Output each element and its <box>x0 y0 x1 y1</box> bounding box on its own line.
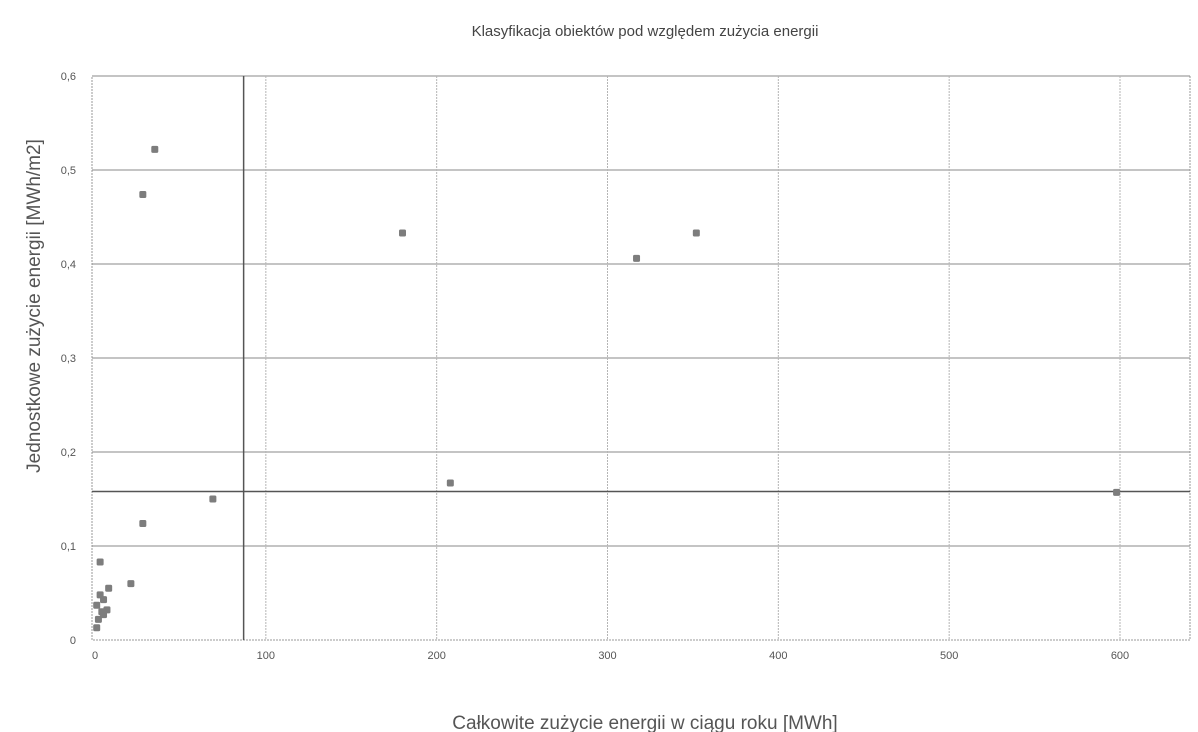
data-point <box>209 495 217 503</box>
data-point <box>127 580 135 588</box>
data-point <box>94 615 102 623</box>
data-point <box>105 584 113 592</box>
x-tick-label: 600 <box>1111 650 1129 662</box>
chart-title: Klasyfikacja obiektów pod względem zużyc… <box>472 23 819 40</box>
data-point <box>633 254 641 262</box>
data-point <box>446 479 454 487</box>
x-tick-label: 200 <box>427 650 445 662</box>
data-point <box>692 229 700 237</box>
data-point <box>100 611 108 619</box>
data-point <box>1113 488 1121 496</box>
data-point <box>139 519 147 527</box>
x-tick-label: 400 <box>769 650 787 662</box>
x-tick-label: 500 <box>940 650 958 662</box>
y-axis-label: Jednostkowe zużycie energii [MWh/m2] <box>24 139 45 473</box>
data-point <box>100 596 108 604</box>
data-point <box>139 190 147 198</box>
y-tick-label: 0,6 <box>61 71 76 83</box>
x-axis-label: Całkowite zużycie energii w ciągu roku [… <box>452 713 837 732</box>
y-tick-label: 0,2 <box>61 447 76 459</box>
data-point <box>93 624 101 632</box>
y-tick-label: 0,1 <box>61 541 76 553</box>
y-tick-label: 0 <box>70 635 76 647</box>
data-point <box>96 558 104 566</box>
y-tick-label: 0,3 <box>61 353 76 365</box>
data-point <box>93 601 101 609</box>
x-tick-label: 0 <box>92 650 98 662</box>
data-point <box>151 145 159 153</box>
x-tick-label: 300 <box>598 650 616 662</box>
data-point <box>399 229 406 237</box>
y-tick-label: 0,5 <box>61 165 76 177</box>
plot-area: 0 0,1 0,2 0,3 0,4 0,5 0,6 0 100 200 300 400 500 600 <box>61 71 1191 662</box>
x-tick-label: 100 <box>257 650 275 662</box>
y-tick-label: 0,4 <box>61 259 76 271</box>
